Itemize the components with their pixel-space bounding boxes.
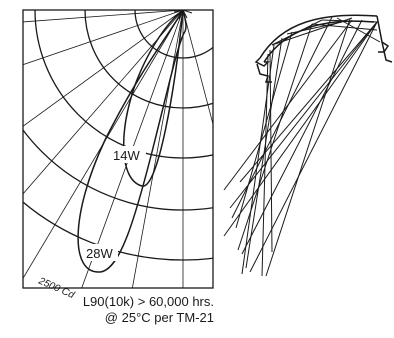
polar-candela-plot: 14W 28W 2500 Cd [22, 9, 214, 300]
emitted-rays [223, 16, 378, 277]
plot-frame [22, 9, 214, 289]
lumen-maintenance-text: L90(10k) > 60,000 hrs. [82, 294, 214, 309]
curve-label-28w: 28W [86, 246, 113, 261]
reflector-rays-upper [271, 17, 381, 46]
candela-scale-label: 2500 Cd [36, 275, 76, 300]
reflector-ray-diagram [223, 14, 393, 277]
test-condition-text: @ 25°C per TM-21 [104, 310, 214, 325]
curve-28w [77, 10, 187, 273]
curve-14w [122, 10, 184, 187]
curve-label-14w: 14W [113, 148, 140, 163]
